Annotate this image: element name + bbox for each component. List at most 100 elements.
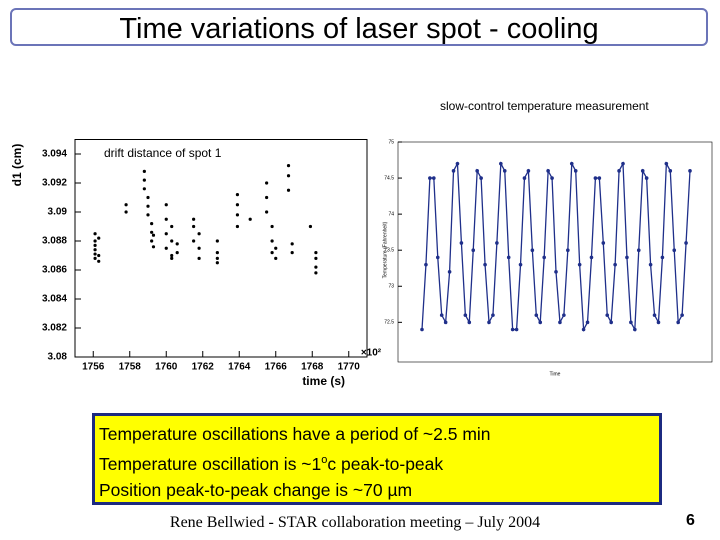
plot-area	[74, 139, 368, 358]
point	[192, 239, 196, 243]
marker	[613, 262, 617, 267]
y-tick-label: 73	[388, 284, 394, 290]
marker	[518, 262, 523, 267]
point	[151, 245, 156, 249]
point	[97, 259, 101, 263]
point	[124, 210, 128, 214]
marker	[538, 320, 543, 325]
marker	[483, 262, 487, 267]
point	[192, 217, 196, 221]
point	[314, 271, 318, 275]
marker	[534, 313, 539, 317]
point	[164, 232, 168, 236]
marker	[581, 327, 586, 332]
marker	[668, 169, 673, 173]
point	[314, 251, 318, 255]
point	[197, 256, 201, 260]
marker	[502, 169, 507, 173]
point	[235, 213, 240, 217]
marker	[420, 327, 424, 332]
marker	[562, 313, 566, 317]
point	[170, 224, 174, 229]
marker	[506, 255, 511, 260]
point	[215, 256, 219, 260]
point	[286, 188, 291, 192]
marker	[467, 320, 472, 325]
point	[235, 193, 240, 197]
marker	[558, 320, 562, 325]
y-tick-label: 3.082	[42, 323, 67, 334]
point	[265, 195, 269, 200]
point	[197, 246, 201, 250]
y-tick-label: 3.092	[42, 178, 67, 189]
marker	[660, 255, 665, 260]
point	[314, 265, 318, 269]
point	[93, 256, 97, 260]
marker	[633, 327, 637, 332]
x-tick-label: 1768	[301, 362, 324, 373]
marker	[597, 176, 602, 180]
line	[421, 161, 691, 332]
marker	[526, 169, 531, 173]
point	[270, 251, 274, 255]
marker	[589, 255, 594, 260]
point	[93, 248, 97, 252]
bullet: Temperature oscillation is ~1oc peak-to-…	[99, 453, 444, 474]
plot-area	[397, 141, 713, 363]
y-tick-label: 3.086	[42, 265, 67, 276]
marker	[648, 262, 653, 267]
marker	[621, 161, 625, 166]
x-tick-label: 1766	[265, 362, 288, 373]
text-box: Temperature oscillations have a period o…	[92, 413, 662, 505]
point	[290, 242, 294, 246]
chart-title: drift distance of spot 1	[104, 146, 222, 160]
y-tick-label: 75	[388, 139, 394, 145]
point	[93, 239, 97, 243]
marker	[435, 255, 440, 260]
marker	[459, 241, 464, 245]
point	[286, 174, 291, 178]
marker	[684, 241, 688, 245]
x-tick-label: 1762	[192, 362, 215, 373]
point	[150, 239, 154, 243]
point	[97, 253, 101, 258]
marker	[491, 313, 495, 317]
marker	[656, 320, 661, 325]
marker	[510, 327, 515, 332]
x-tick-label: 1758	[119, 362, 142, 373]
point	[93, 232, 97, 236]
point	[150, 230, 154, 234]
x-tick-label: 1764	[228, 362, 251, 373]
point	[93, 243, 97, 247]
point	[150, 222, 154, 226]
marker	[601, 241, 606, 245]
point	[164, 217, 168, 221]
marker	[566, 248, 570, 252]
marker	[688, 169, 692, 173]
bullet: Position peak-to-peak change is ~70 µm	[99, 479, 413, 500]
point	[215, 239, 219, 243]
point	[197, 232, 201, 236]
x-axis-label: Time	[550, 371, 561, 377]
y-tick-label: 74.5	[384, 175, 394, 181]
point	[170, 256, 174, 260]
point	[146, 213, 150, 217]
marker	[652, 313, 657, 317]
marker	[593, 176, 598, 180]
point	[146, 195, 150, 200]
marker	[640, 169, 645, 173]
y-tick-label: 74	[388, 211, 394, 217]
point	[235, 224, 240, 229]
x-axis-label: time (s)	[302, 374, 345, 388]
marker	[475, 169, 479, 173]
point	[93, 252, 97, 256]
marker	[439, 313, 444, 317]
point	[151, 233, 156, 237]
footer: Rene Bellwied - STAR collaboration meeti…	[169, 514, 541, 531]
marker	[546, 169, 550, 173]
marker	[487, 320, 491, 325]
marker	[629, 320, 633, 325]
marker	[471, 248, 476, 252]
marker	[577, 262, 582, 267]
